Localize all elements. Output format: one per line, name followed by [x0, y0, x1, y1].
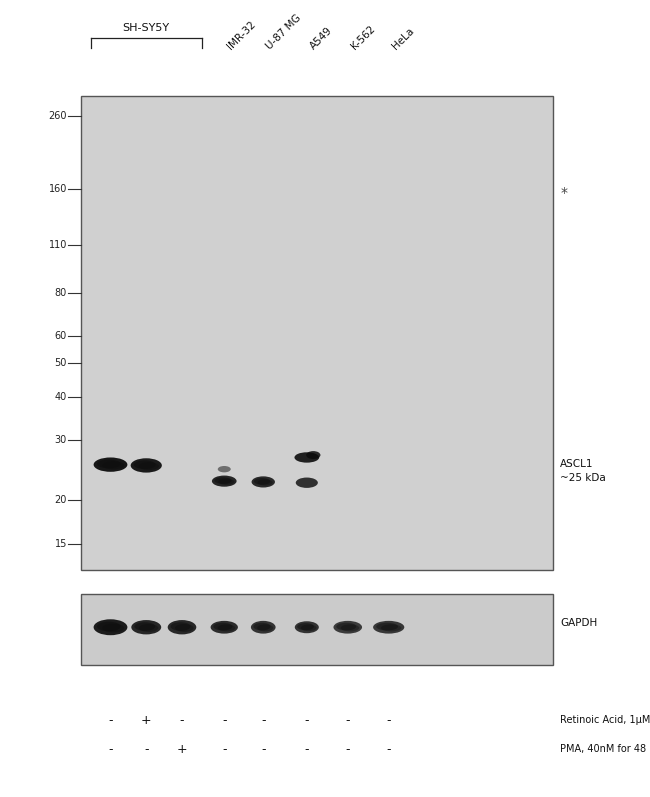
Text: GAPDH: GAPDH: [560, 618, 597, 628]
Text: K-562: K-562: [349, 24, 377, 52]
Ellipse shape: [175, 624, 194, 632]
Text: U-87 MG: U-87 MG: [265, 13, 304, 52]
Bar: [81, 594, 552, 665]
Ellipse shape: [102, 461, 124, 469]
Text: 15: 15: [55, 539, 67, 548]
Ellipse shape: [102, 623, 124, 633]
Text: 80: 80: [55, 288, 67, 297]
Text: -: -: [180, 714, 184, 727]
Text: -: -: [261, 714, 265, 727]
Text: A549: A549: [308, 26, 334, 52]
Text: +: +: [141, 714, 151, 727]
Ellipse shape: [97, 460, 121, 468]
Text: -: -: [109, 714, 112, 727]
Text: 20: 20: [55, 496, 67, 505]
Bar: [81, 96, 552, 570]
Ellipse shape: [131, 458, 162, 473]
Text: 30: 30: [55, 434, 67, 445]
Text: +: +: [177, 743, 187, 756]
Ellipse shape: [254, 622, 270, 630]
Ellipse shape: [212, 476, 237, 487]
Ellipse shape: [218, 624, 235, 631]
Text: -: -: [346, 714, 350, 727]
Ellipse shape: [341, 624, 359, 631]
Text: -: -: [346, 743, 350, 756]
Text: 60: 60: [55, 331, 67, 341]
Ellipse shape: [168, 620, 196, 634]
Text: -: -: [222, 743, 226, 756]
Text: HeLa: HeLa: [390, 26, 415, 52]
Ellipse shape: [301, 625, 317, 631]
Ellipse shape: [218, 479, 234, 485]
Ellipse shape: [381, 624, 401, 631]
Ellipse shape: [213, 622, 233, 630]
Ellipse shape: [294, 452, 319, 462]
Ellipse shape: [94, 619, 127, 635]
Ellipse shape: [333, 621, 362, 634]
Text: *: *: [560, 186, 567, 200]
Ellipse shape: [135, 622, 155, 631]
Text: 40: 40: [55, 391, 67, 402]
Ellipse shape: [295, 622, 319, 633]
Text: 160: 160: [49, 183, 67, 194]
Text: ASCL1
~25 kDa: ASCL1 ~25 kDa: [560, 459, 606, 483]
Ellipse shape: [97, 622, 121, 631]
Ellipse shape: [134, 461, 155, 469]
Text: -: -: [144, 743, 148, 756]
Ellipse shape: [257, 624, 273, 631]
Ellipse shape: [306, 451, 320, 459]
Ellipse shape: [252, 477, 275, 488]
Ellipse shape: [296, 477, 318, 488]
Ellipse shape: [336, 622, 356, 630]
Ellipse shape: [211, 621, 238, 634]
Text: -: -: [387, 743, 391, 756]
Text: -: -: [387, 714, 391, 727]
Ellipse shape: [138, 462, 159, 470]
Ellipse shape: [218, 466, 231, 473]
Ellipse shape: [139, 624, 159, 632]
Ellipse shape: [373, 621, 404, 634]
Ellipse shape: [257, 480, 273, 485]
Text: -: -: [305, 714, 309, 727]
Text: SH-SY5Y: SH-SY5Y: [123, 23, 170, 33]
Ellipse shape: [376, 622, 398, 630]
Text: IMR-32: IMR-32: [226, 19, 258, 52]
Text: -: -: [261, 743, 265, 756]
Text: PMA, 40nM for 48 hr: PMA, 40nM for 48 hr: [560, 744, 650, 754]
Text: Retinoic Acid, 1μM for 24 hr: Retinoic Acid, 1μM for 24 hr: [560, 716, 650, 725]
Ellipse shape: [254, 478, 270, 485]
Text: 110: 110: [49, 240, 67, 249]
Text: 50: 50: [55, 358, 67, 368]
Ellipse shape: [297, 623, 314, 630]
Ellipse shape: [94, 457, 127, 472]
Text: 260: 260: [49, 111, 67, 121]
Ellipse shape: [251, 621, 276, 634]
Ellipse shape: [214, 477, 231, 484]
Ellipse shape: [170, 622, 190, 631]
Text: -: -: [222, 714, 226, 727]
Text: -: -: [305, 743, 309, 756]
Ellipse shape: [131, 620, 161, 634]
Text: -: -: [109, 743, 112, 756]
